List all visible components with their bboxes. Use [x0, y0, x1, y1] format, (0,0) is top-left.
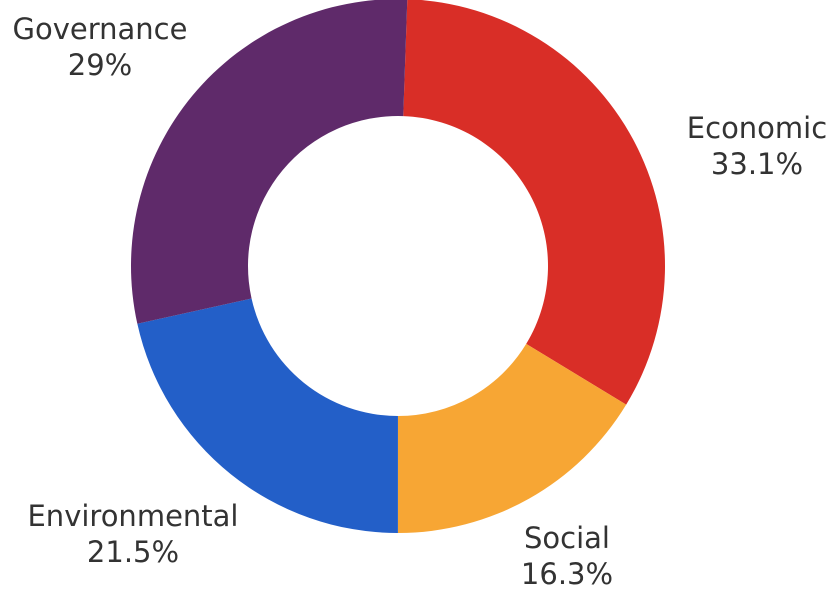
- donut-slice: [403, 0, 665, 405]
- donut-slice: [131, 0, 408, 324]
- slice-label: Environmental: [27, 499, 238, 533]
- slice-value-label: 21.5%: [87, 535, 179, 569]
- slice-label: Governance: [13, 12, 188, 46]
- slice-label: Economic: [687, 111, 827, 145]
- slice-label: Social: [524, 521, 610, 555]
- slice-value-label: 29%: [68, 48, 132, 82]
- donut-slice: [397, 343, 627, 533]
- slice-value-label: 16.3%: [521, 557, 613, 590]
- donut-slice: [137, 298, 398, 533]
- slice-value-label: 33.1%: [711, 147, 803, 181]
